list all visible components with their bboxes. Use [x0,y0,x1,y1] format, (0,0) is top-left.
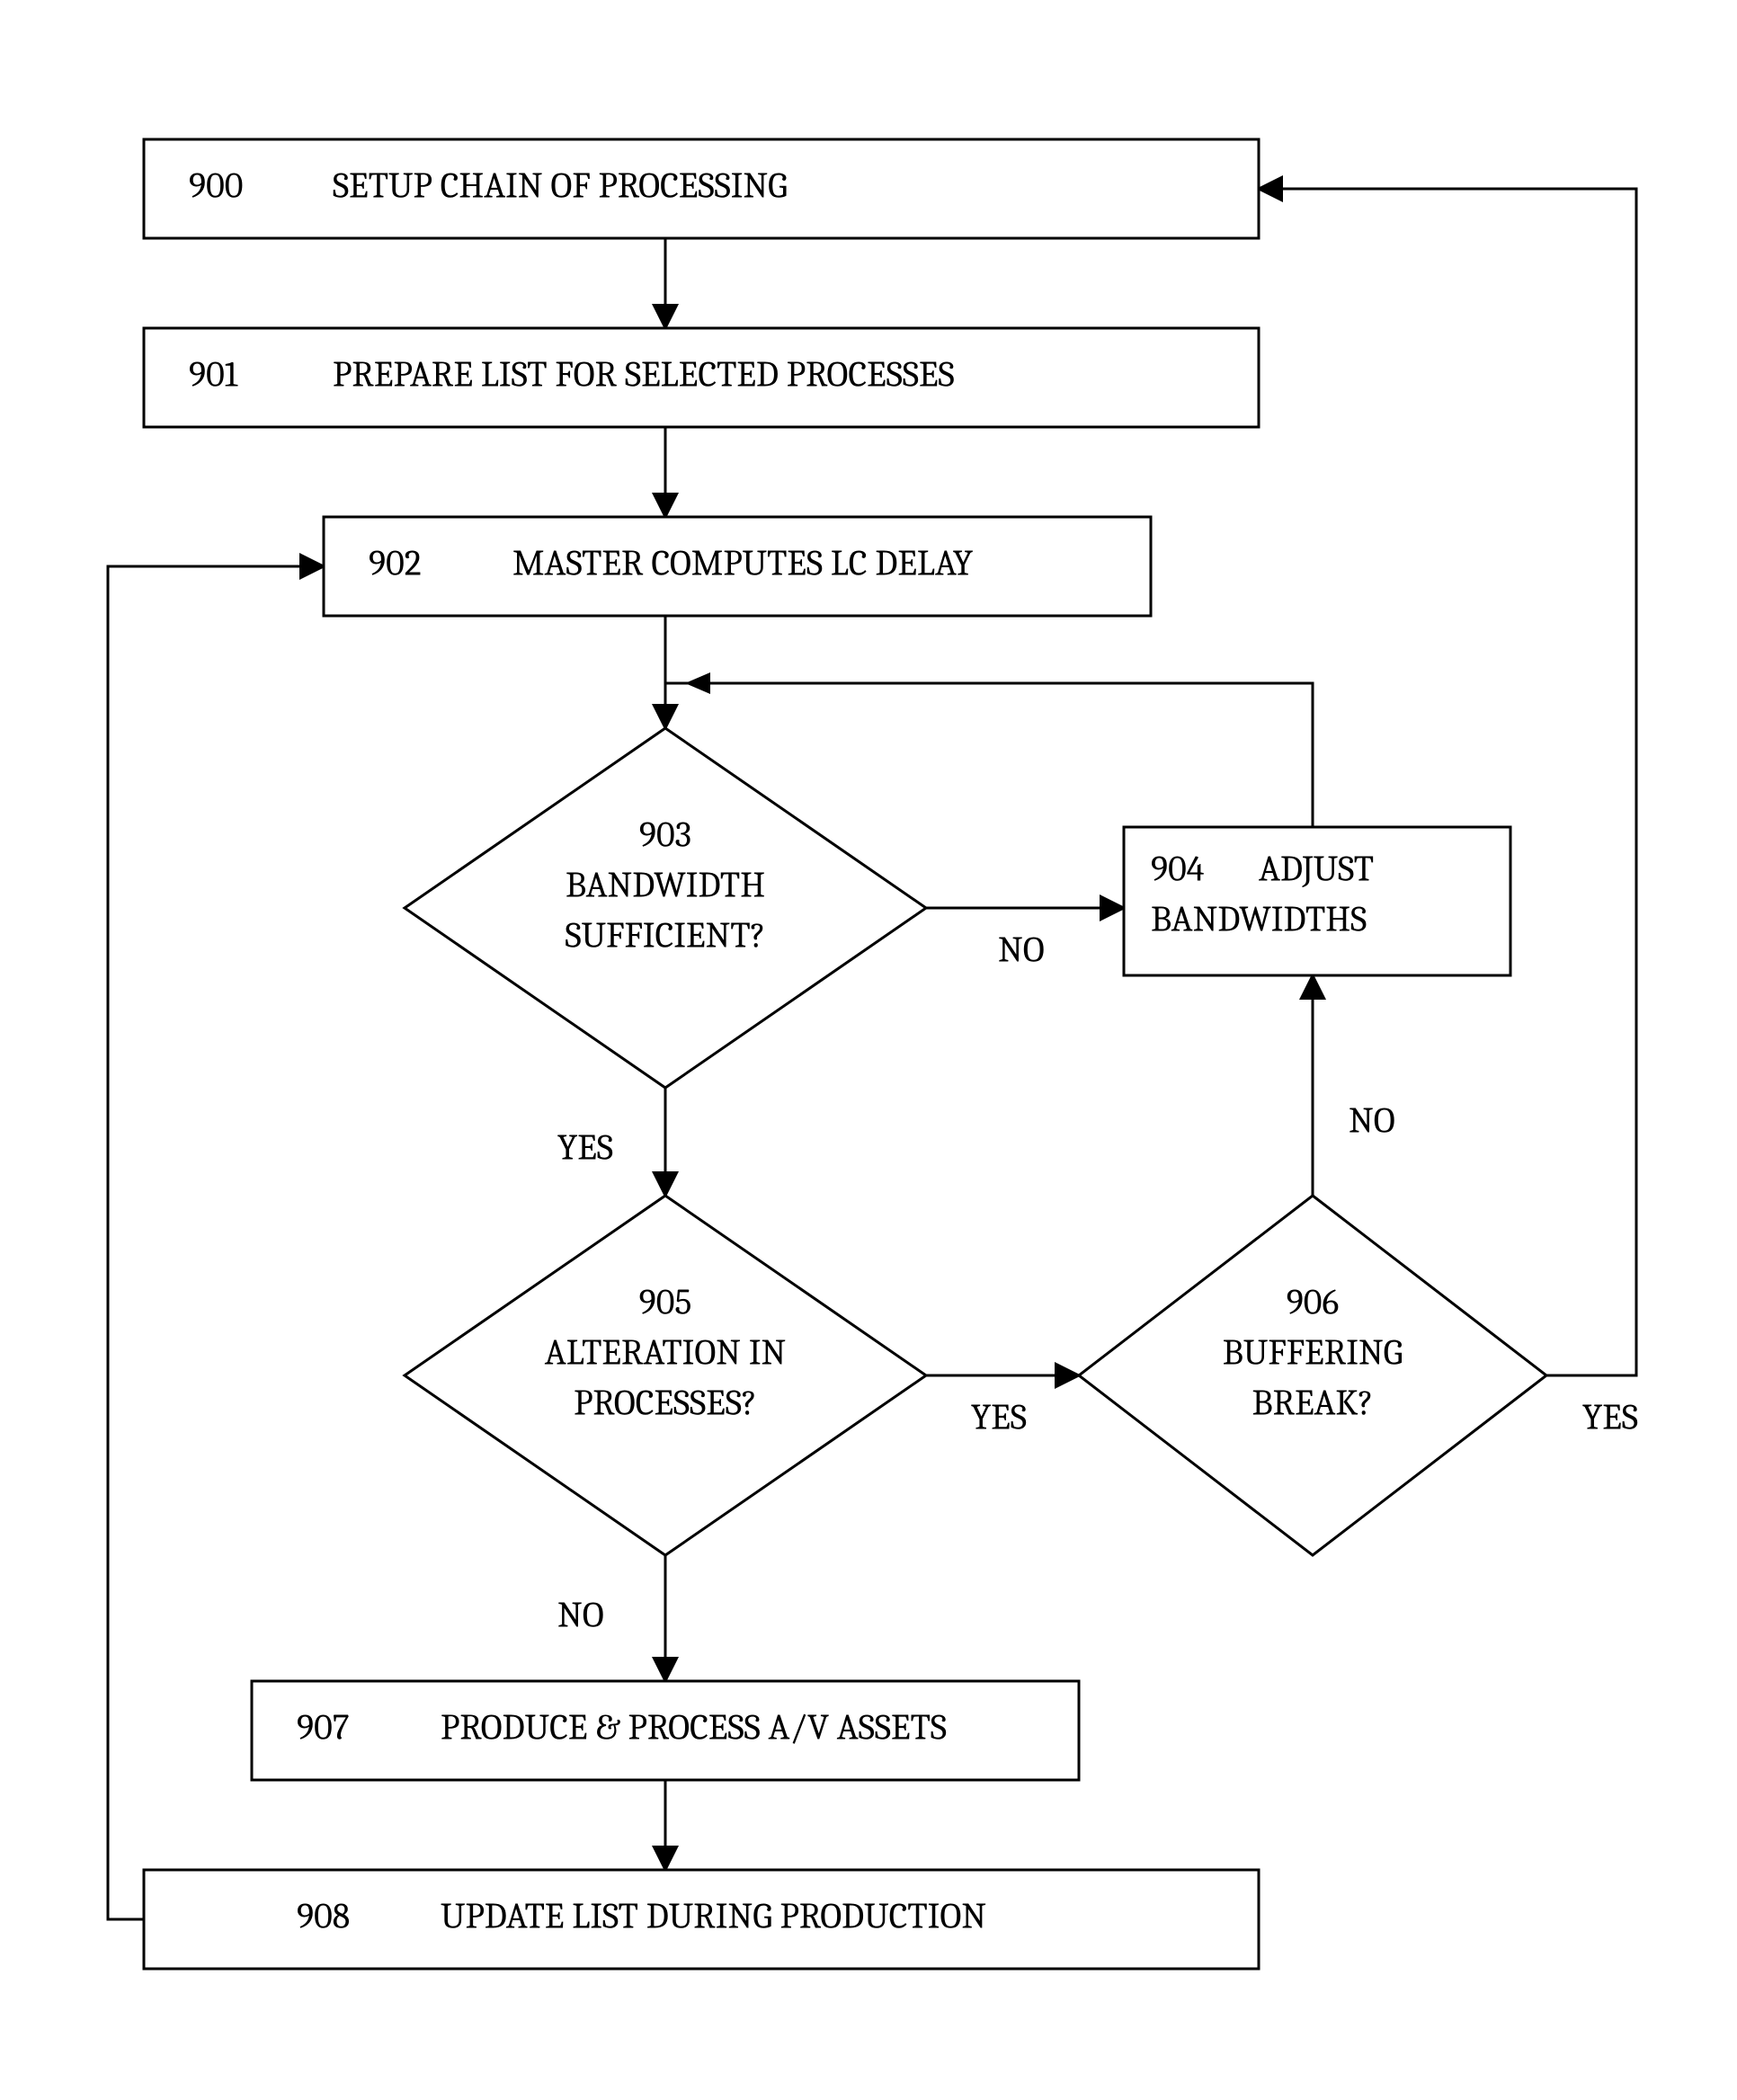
node-num-n903: 903 [639,814,691,855]
node-num-n900: 900 [189,165,243,206]
edge-label-e903-904: NO [998,929,1045,970]
node-n900: 900 SETUP CHAIN OF PROCESSING [144,139,1259,238]
edge-label-e905-907: NO [557,1594,604,1635]
node-n906: 906 BUFFERING BREAK? [1079,1196,1546,1555]
edge-arrow-e904-903top [685,672,710,694]
node-text0-n904: ADJUST [1259,848,1374,889]
node-n905: 905 ALTERATION IN PROCESSES? [405,1196,926,1555]
node-text1-n903: SUFFICIENT? [566,914,766,956]
node-text-n908: UPDATE LIST DURING PRODUCTION [441,1895,986,1936]
node-num-n906: 906 [1287,1281,1340,1322]
edge-label-e903-905: YES [557,1126,613,1168]
node-text1-n904: BANDWIDTHS [1151,898,1367,939]
edge-label-e905-906: YES [971,1396,1027,1437]
node-text-n902: MASTER COMPUTES LC DELAY [512,542,974,583]
node-num-n904: 904 [1151,848,1205,889]
node-diamond-n906 [1079,1196,1546,1555]
node-num-n908: 908 [297,1895,350,1936]
edge-label-e906-900: YES [1582,1396,1638,1437]
node-num-n901: 901 [189,353,238,395]
node-num-n905: 905 [639,1281,692,1322]
node-text0-n906: BUFFERING [1223,1331,1403,1373]
node-n904: 904 ADJUST BANDWIDTHS [1124,827,1510,975]
node-n908: 908 UPDATE LIST DURING PRODUCTION [144,1870,1259,1969]
node-n907: 907 PRODUCE & PROCESS A/V ASSETS [252,1681,1079,1780]
node-num-n907: 907 [297,1706,350,1748]
node-n902: 902 MASTER COMPUTES LC DELAY [324,517,1151,616]
node-n901: 901 PREPARE LIST FOR SELECTED PROCESSES [144,328,1259,427]
edge-label-e906-904: NO [1349,1099,1395,1141]
node-text-n900: SETUP CHAIN OF PROCESSING [333,165,788,206]
node-n903: 903 BANDWIDTH SUFFICIENT? [405,728,926,1088]
node-text1-n906: BREAK? [1252,1382,1373,1423]
node-text0-n903: BANDWIDTH [566,864,765,905]
node-text1-n905: PROCESSES? [574,1382,757,1423]
node-text-n907: PRODUCE & PROCESS A/V ASSETS [441,1706,947,1748]
node-text0-n905: ALTERATION IN [545,1331,787,1373]
node-text-n901: PREPARE LIST FOR SELECTED PROCESSES [333,353,955,395]
nodes-layer: 900 SETUP CHAIN OF PROCESSING 901 PREPARE L… [144,139,1546,1969]
flowchart-canvas: NO YES YES NO YES NO 900 SETUP CHAIN OF PROCES… [0,0,1737,2100]
node-diamond-n903 [405,728,926,1088]
node-diamond-n905 [405,1196,926,1555]
edges-layer: NO YES YES NO YES NO [108,189,1638,1919]
node-num-n902: 902 [369,542,422,583]
